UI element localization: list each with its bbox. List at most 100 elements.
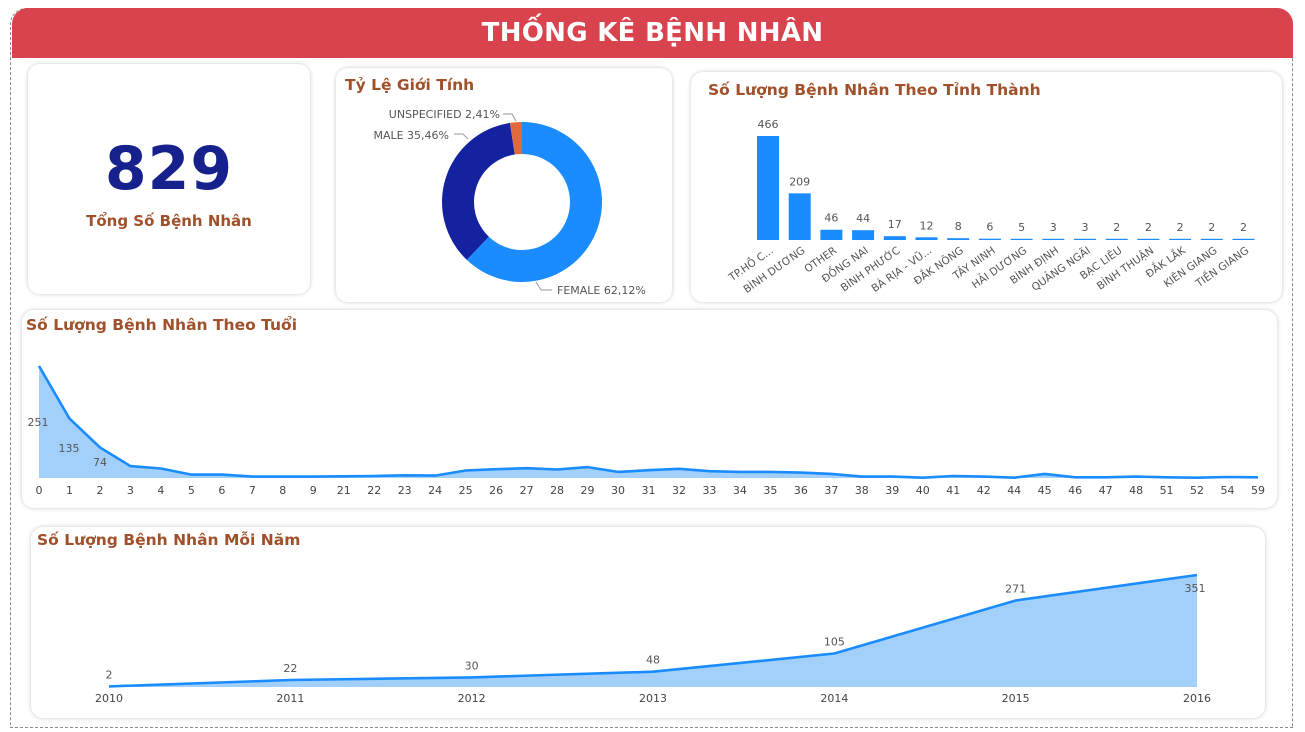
year-data-label: 30 <box>465 659 479 672</box>
year-data-label: 105 <box>824 635 845 648</box>
age-x-tick-label: 25 <box>459 484 473 497</box>
age-x-tick-label: 59 <box>1251 484 1265 497</box>
age-x-tick-label: 51 <box>1160 484 1174 497</box>
age-x-tick-label: 7 <box>249 484 256 497</box>
age-x-tick-label: 9 <box>310 484 317 497</box>
donut-label-unspecified: UNSPECIFIED 2,41% <box>389 108 500 121</box>
donut-leader-line <box>503 113 517 122</box>
age-x-tick-label: 31 <box>642 484 656 497</box>
age-x-tick-label: 6 <box>218 484 225 497</box>
province-bar-value: 46 <box>824 212 838 225</box>
province-bar-value: 17 <box>888 218 902 231</box>
gender-donut-chart[interactable]: FEMALE 62,12% MALE 35,46% UNSPECIFIED 2,41… <box>336 68 672 302</box>
age-x-tick-label: 46 <box>1068 484 1082 497</box>
year-data-label: 271 <box>1005 583 1026 596</box>
province-bar <box>852 230 875 240</box>
age-x-tick-label: 2 <box>96 484 103 497</box>
year-x-tick-label: 2015 <box>1002 692 1030 705</box>
age-x-tick-label: 48 <box>1129 484 1143 497</box>
age-x-tick-label: 28 <box>550 484 564 497</box>
age-x-tick-label: 40 <box>916 484 930 497</box>
province-bar <box>788 193 811 240</box>
year-x-tick-label: 2016 <box>1183 692 1211 705</box>
age-x-tick-label: 26 <box>489 484 503 497</box>
age-x-tick-label: 32 <box>672 484 686 497</box>
year-data-label: 351 <box>1185 582 1206 595</box>
age-x-tick-label: 21 <box>337 484 351 497</box>
age-x-tick-label: 0 <box>36 484 43 497</box>
age-x-tick-label: 52 <box>1190 484 1204 497</box>
age-x-tick-label: 34 <box>733 484 747 497</box>
province-bar <box>947 238 970 240</box>
year-data-label: 2 <box>106 668 113 681</box>
age-x-tick-label: 39 <box>885 484 899 497</box>
province-bar <box>1232 238 1255 240</box>
province-bar <box>1169 238 1192 240</box>
province-bar <box>883 236 906 240</box>
year-line <box>108 573 1198 688</box>
donut-slice-male <box>442 122 515 260</box>
age-data-label: 251 <box>28 416 49 429</box>
age-x-tick-label: 24 <box>428 484 442 497</box>
province-bar <box>1105 238 1128 240</box>
dashboard-title: THỐNG KÊ BỆNH NHÂN <box>12 8 1293 58</box>
age-x-tick-label: 8 <box>279 484 286 497</box>
province-bar-value: 6 <box>986 221 993 234</box>
age-x-tick-label: 4 <box>157 484 164 497</box>
province-bar <box>820 229 843 240</box>
year-data-label: 22 <box>283 662 297 675</box>
age-x-tick-label: 1 <box>66 484 73 497</box>
age-area-chart[interactable]: 0 1 2 3 4 5 6 7 8 9 21 22 23 24 25 26 27 28 29 30 31 32 33 34 35… <box>22 310 1277 508</box>
kpi-card[interactable]: 829 Tổng Số Bệnh Nhân <box>28 64 310 294</box>
donut-slice-unspecified <box>509 122 522 155</box>
year-area-fill <box>109 575 1197 687</box>
age-x-tick-label: 30 <box>611 484 625 497</box>
province-chart-card[interactable]: Số Lượng Bệnh Nhân Theo Tỉnh Thành 466 TP… <box>691 72 1282 302</box>
province-bar-value: 2 <box>1208 221 1215 234</box>
year-x-tick-label: 2013 <box>639 692 667 705</box>
year-x-tick-label: 2010 <box>95 692 123 705</box>
age-chart-title: Số Lượng Bệnh Nhân Theo Tuổi <box>26 316 298 334</box>
age-x-tick-label: 3 <box>127 484 134 497</box>
age-x-tick-label: 23 <box>398 484 412 497</box>
age-x-tick-label: 38 <box>855 484 869 497</box>
year-chart-title: Số Lượng Bệnh Nhân Mỗi Năm <box>37 531 301 549</box>
province-bar-value: 3 <box>1050 221 1057 234</box>
age-x-tick-label: 5 <box>188 484 195 497</box>
donut-label-female: FEMALE 62,12% <box>557 284 646 297</box>
age-x-tick-label: 37 <box>824 484 838 497</box>
age-x-tick-label: 45 <box>1038 484 1052 497</box>
year-x-tick-label: 2011 <box>276 692 304 705</box>
province-bar <box>757 136 779 240</box>
year-x-tick-label: 2012 <box>458 692 486 705</box>
province-bar-value: 12 <box>920 219 934 232</box>
donut-leader-line <box>535 281 552 291</box>
age-area-fill <box>39 366 1258 478</box>
province-bar-value: 466 <box>758 118 779 131</box>
age-x-tick-label: 41 <box>946 484 960 497</box>
year-data-label: 48 <box>646 654 660 667</box>
age-data-label: 74 <box>93 456 107 469</box>
province-bar-value: 8 <box>955 220 962 233</box>
province-bar-value: 3 <box>1082 221 1089 234</box>
age-x-tick-label: 42 <box>977 484 991 497</box>
province-bar <box>1200 238 1223 240</box>
province-bar-value: 2 <box>1113 221 1120 234</box>
donut-slice-female <box>466 122 602 282</box>
gender-chart-card[interactable]: Tỷ Lệ Giới Tính FEMALE 62,12% MALE 35,46%… <box>336 68 672 302</box>
province-bar <box>1042 238 1065 240</box>
donut-leader-line <box>454 133 469 140</box>
age-x-tick-label: 54 <box>1221 484 1235 497</box>
province-bar-value: 209 <box>789 175 810 188</box>
age-data-label: 135 <box>59 442 80 455</box>
province-bar <box>1010 238 1033 240</box>
age-x-tick-label: 27 <box>520 484 534 497</box>
year-chart-card[interactable]: Số Lượng Bệnh Nhân Mỗi Năm 2010 2011 2012 2… <box>31 527 1265 718</box>
gender-chart-title: Tỷ Lệ Giới Tính <box>345 76 475 94</box>
age-x-tick-label: 35 <box>763 484 777 497</box>
age-x-tick-label: 36 <box>794 484 808 497</box>
age-x-tick-label: 33 <box>702 484 716 497</box>
